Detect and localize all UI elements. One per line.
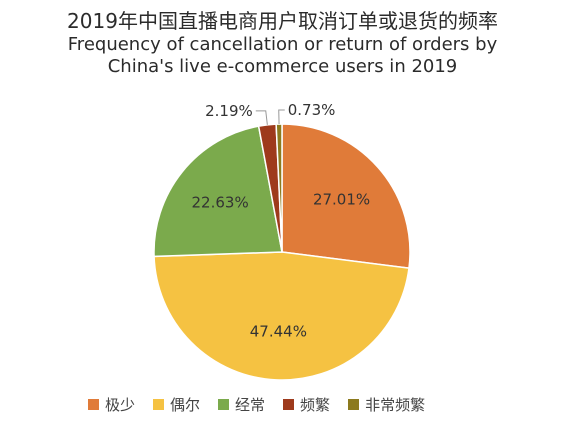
- title-english-line-2: China's live e-commerce users in 2019: [107, 56, 458, 77]
- legend-swatch: [218, 399, 230, 410]
- legend-item: 经常: [218, 394, 265, 415]
- legend-label: 极少: [105, 396, 136, 414]
- legend-item: 频繁: [283, 394, 330, 415]
- title-english-line-1: Frequency of cancellation or return of o…: [67, 34, 498, 55]
- pie-slice-3: [153, 125, 283, 258]
- slice-value-label-4: 2.19%: [205, 102, 253, 120]
- legend-label: 经常: [235, 396, 266, 414]
- slice-value-label-1: 27.01%: [313, 191, 370, 209]
- legend-swatch: [88, 399, 99, 410]
- chart-legend: 极少 偶尔 经常 频繁 非常频繁: [88, 394, 425, 415]
- legend-swatch: [348, 399, 360, 410]
- legend-item: 偶尔: [153, 394, 200, 415]
- chart-title: 2019年中国直播电商用户取消订单或退货的频率 Frequency of can…: [0, 8, 565, 78]
- leader-line-5: [278, 109, 285, 125]
- legend-swatch: [283, 399, 295, 410]
- slice-value-label-2: 47.44%: [250, 322, 307, 340]
- legend-label: 频繁: [300, 396, 331, 414]
- title-chinese: 2019年中国直播电商用户取消订单或退货的频率: [67, 9, 498, 33]
- legend-item: 非常频繁: [348, 394, 425, 415]
- pie-slice-2: [153, 251, 410, 381]
- legend-label: 偶尔: [170, 396, 201, 414]
- pie-slice-5: [275, 123, 283, 253]
- legend-item: 极少: [88, 394, 135, 415]
- leader-line-4: [255, 110, 268, 125]
- legend-label: 非常频繁: [365, 396, 426, 414]
- pie-slice-1: [281, 123, 411, 269]
- slice-value-label-3: 22.63%: [192, 193, 249, 211]
- legend-swatch: [153, 399, 165, 410]
- slice-value-label-5: 0.73%: [288, 101, 336, 119]
